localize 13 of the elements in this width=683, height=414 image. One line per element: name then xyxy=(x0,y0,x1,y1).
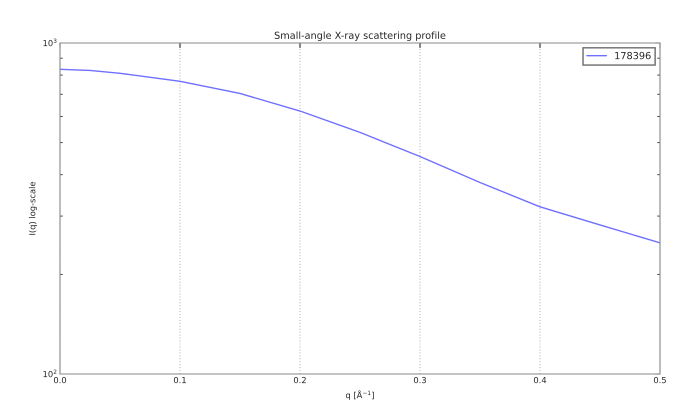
y-axis-title: I(q) log-scale xyxy=(28,182,37,235)
line-series xyxy=(60,68,660,244)
x-tick-label: 0.1 xyxy=(174,376,186,384)
y-tick-label: 10$^{3}$ xyxy=(43,38,56,46)
x-tick-label: 0.5 xyxy=(654,376,666,384)
x-tick-label: 0.2 xyxy=(294,376,306,384)
x-tick-label: 0.0 xyxy=(54,376,66,384)
x-tick-label: 0.4 xyxy=(534,376,546,384)
y-tick-label: 10$^{2}$ xyxy=(43,370,56,378)
x-tick-label: 0.3 xyxy=(414,376,426,384)
legend-label: 178396 xyxy=(615,52,651,60)
x-axis-title: q [Å$^{−1}$] xyxy=(346,390,374,400)
chart-title: Small-angle X-ray scattering profile xyxy=(274,31,446,41)
